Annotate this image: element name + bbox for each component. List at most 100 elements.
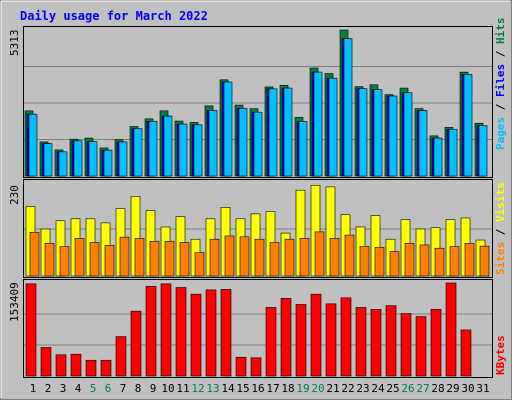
sites-bar	[344, 234, 355, 277]
kbytes-bar	[205, 289, 217, 377]
day-label: 14	[221, 382, 235, 395]
sites-bar	[299, 238, 310, 277]
pages-bar	[268, 88, 278, 177]
kbytes-bar	[100, 359, 112, 377]
pages-bar	[193, 124, 203, 177]
pages-bar	[208, 110, 218, 177]
sites-bar	[89, 242, 100, 277]
kbytes-bar	[85, 359, 97, 377]
hits-ymax-label: 5313	[8, 30, 21, 57]
kbytes-bar	[130, 310, 142, 377]
kbytes-bar	[445, 282, 457, 377]
day-label: 26	[401, 382, 414, 395]
day-label: 7	[120, 382, 127, 395]
pages-bar	[283, 87, 293, 177]
sites-bar	[194, 252, 205, 277]
kbytes-bar	[70, 353, 82, 377]
pages-bar	[463, 74, 473, 177]
kbytes-bar	[160, 283, 172, 377]
pages-bar	[178, 123, 188, 177]
kbytes-bar	[460, 329, 472, 377]
pages-bar	[253, 111, 263, 177]
pages-bar	[223, 81, 233, 177]
sites-bar	[164, 240, 175, 277]
sites-bar	[44, 243, 55, 277]
sites-bar	[449, 246, 460, 277]
day-label: 18	[281, 382, 294, 395]
kbytes-bar	[340, 297, 352, 377]
legend-hits: Hits	[494, 18, 507, 45]
kbytes-bar	[175, 287, 187, 377]
kbytes-gridlines	[24, 313, 492, 346]
legend-pages: Pages	[494, 117, 507, 150]
kbytes-bars	[25, 282, 472, 377]
day-label: 9	[150, 382, 157, 395]
sites-bar	[119, 236, 130, 277]
visits-panel-legend: Sites / Visits	[494, 182, 507, 275]
kbytes-bar	[40, 347, 52, 377]
pages-bar	[418, 110, 428, 177]
chart-title: Daily usage for March 2022	[20, 9, 208, 23]
sites-bar	[359, 246, 370, 277]
day-label: 15	[236, 382, 249, 395]
pages-bar	[238, 108, 248, 177]
pages-bar	[448, 128, 458, 177]
visits-bars	[25, 184, 490, 277]
kbytes-bar	[220, 289, 232, 377]
sites-bar	[224, 235, 235, 277]
day-label: 17	[266, 382, 279, 395]
sites-bar	[479, 245, 490, 277]
day-label: 5	[90, 382, 97, 395]
sites-bar	[179, 242, 190, 277]
pages-bar	[313, 71, 323, 177]
sites-bar	[104, 245, 115, 277]
kbytes-bar	[370, 309, 382, 377]
sites-bar	[134, 238, 145, 277]
day-label: 22	[341, 382, 354, 395]
day-label: 27	[416, 382, 429, 395]
legend-kbytes: KBytes	[494, 335, 507, 375]
kbytes-ymax-label: 153409	[8, 282, 21, 322]
legend-files: Files	[494, 64, 507, 97]
sites-bar	[29, 231, 40, 277]
kbytes-bar	[325, 303, 337, 377]
sites-bar	[59, 246, 70, 277]
kbytes-bar	[265, 307, 277, 377]
sites-bar	[269, 242, 280, 277]
pages-bar	[373, 89, 383, 177]
kbytes-bar	[190, 293, 202, 377]
pages-bar	[103, 149, 113, 177]
pages-bar	[148, 121, 158, 177]
kbytes-bar	[295, 304, 307, 377]
kbytes-bar	[55, 354, 67, 377]
pages-bar	[298, 121, 308, 177]
day-label: 30	[461, 382, 474, 395]
day-label: 29	[446, 382, 459, 395]
sites-bar	[389, 251, 400, 277]
visits-ymax-label: 230	[8, 185, 21, 205]
kbytes-bar	[145, 285, 157, 377]
sites-bar	[254, 238, 265, 277]
day-label: 1	[30, 382, 37, 395]
day-label: 28	[431, 382, 444, 395]
day-label: 2	[45, 382, 52, 395]
pages-bar	[118, 141, 128, 177]
pages-bar	[478, 125, 488, 177]
sites-bar	[374, 247, 385, 277]
pages-bar	[163, 115, 173, 177]
sites-bar	[404, 243, 415, 277]
pages-bar	[88, 141, 98, 177]
kbytes-bar	[415, 316, 427, 377]
kbytes-bar	[25, 283, 37, 377]
day-label: 12	[191, 382, 204, 395]
pages-bar	[403, 92, 413, 177]
sites-bar	[329, 238, 340, 277]
kbytes-panel-legend: KBytes	[494, 335, 507, 375]
day-label: 24	[371, 382, 385, 395]
day-label: 4	[75, 382, 82, 395]
sites-bar	[284, 238, 295, 277]
sites-bar	[434, 247, 445, 277]
day-label: 31	[476, 382, 489, 395]
